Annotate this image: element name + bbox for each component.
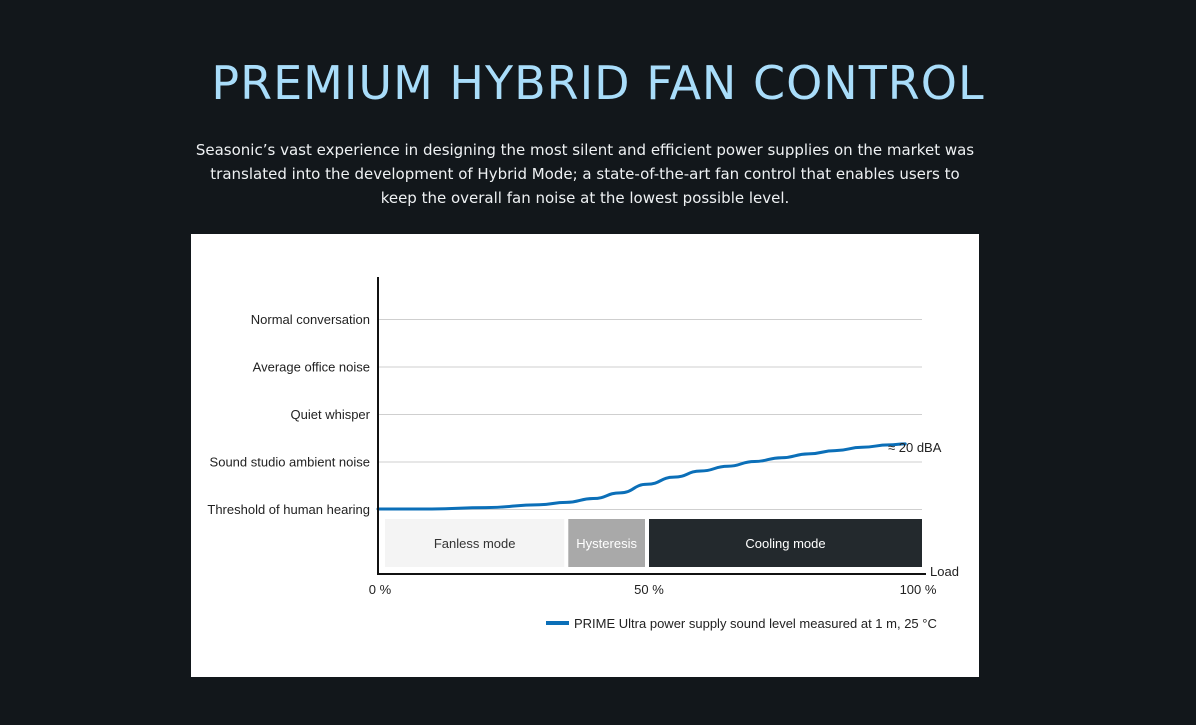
- x-tick-labels: 0 % 50 % 100 %: [369, 582, 937, 597]
- legend-label: PRIME Ultra power supply sound level mea…: [574, 616, 937, 631]
- x-tick-label: 50 %: [634, 582, 664, 597]
- x-tick-label: 100 %: [900, 582, 937, 597]
- mode-band: [385, 519, 565, 567]
- axes: [377, 277, 926, 575]
- level-annotation: ≈ 20 dBA: [888, 440, 942, 455]
- mode-bands: Fanless mode Hysteresis Cooling mode: [385, 519, 922, 567]
- noise-chart: Fanless mode Hysteresis Cooling mode Thres…: [207, 277, 959, 631]
- mode-band-label: Cooling mode: [745, 536, 825, 551]
- series-line: [376, 442, 907, 511]
- y-tick-label: Quiet whisper: [291, 407, 371, 422]
- y-tick-label: Average office noise: [253, 360, 370, 375]
- mode-band-label: Hysteresis: [576, 536, 637, 551]
- mode-band-label: Fanless mode: [434, 536, 516, 551]
- mode-band: [568, 519, 645, 567]
- page-title: PREMIUM HYBRID FAN CONTROL: [211, 56, 985, 110]
- x-axis-label: Load: [930, 564, 959, 579]
- x-tick-label: 0 %: [369, 582, 392, 597]
- legend-swatch: [546, 621, 569, 625]
- y-tick-label: Threshold of human hearing: [207, 502, 370, 517]
- chart-panel: Fanless mode Hysteresis Cooling mode Thres…: [191, 234, 979, 677]
- y-tick-labels: Threshold of human hearing Sound studio a…: [207, 312, 370, 517]
- legend: PRIME Ultra power supply sound level mea…: [546, 616, 937, 631]
- y-tick-label: Sound studio ambient noise: [210, 455, 370, 470]
- gridlines: [379, 319, 922, 510]
- mode-band: [649, 519, 922, 567]
- y-tick-label: Normal conversation: [251, 312, 370, 327]
- intro-paragraph: Seasonic’s vast experience in designing …: [195, 141, 975, 207]
- series-layer: [376, 442, 907, 511]
